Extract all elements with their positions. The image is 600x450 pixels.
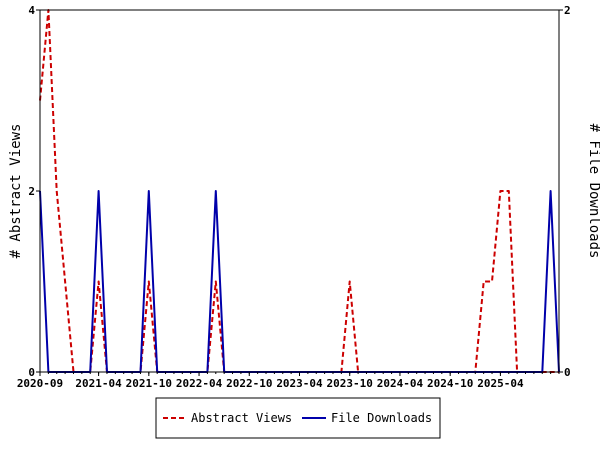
x-tick-label: 2023-04 bbox=[276, 377, 323, 390]
x-tick-label: 2022-10 bbox=[226, 377, 272, 390]
legend-box bbox=[155, 397, 441, 439]
right-axis-title: # File Downloads bbox=[586, 124, 600, 259]
legend: Abstract Views File Downloads bbox=[155, 397, 441, 439]
legend-label-abstract-views: Abstract Views bbox=[191, 411, 292, 425]
axes-group: 2020-09 2021-04 2021-10 2022-04 2022-10 2023-… bbox=[17, 4, 571, 390]
series-line-file-downloads bbox=[39, 190, 560, 373]
x-tick-label: 2024-10 bbox=[427, 377, 473, 390]
legend-label-file-downloads: File Downloads bbox=[331, 411, 432, 425]
left-y-tick-label: 4 bbox=[28, 4, 35, 17]
x-tick-label: 2021-04 bbox=[75, 377, 122, 390]
x-tick-label: 2023-10 bbox=[327, 377, 373, 390]
series-group bbox=[39, 9, 560, 373]
x-tick-label: 2022-04 bbox=[176, 377, 223, 390]
right-y-tick-label: 2 bbox=[564, 4, 571, 17]
left-axis-title: # Abstract Views bbox=[8, 124, 24, 259]
x-tick-label: 2024-04 bbox=[377, 377, 424, 390]
right-y-tick-label: 0 bbox=[564, 366, 571, 379]
left-y-tick-label: 2 bbox=[28, 185, 35, 198]
x-tick-label: 2020-09 bbox=[17, 377, 63, 390]
x-tick-label: 2025-04 bbox=[477, 377, 524, 390]
series-line-abstract-views bbox=[39, 9, 559, 373]
x-tick-label: 2021-10 bbox=[126, 377, 172, 390]
left-y-tick-label: 0 bbox=[28, 366, 35, 379]
